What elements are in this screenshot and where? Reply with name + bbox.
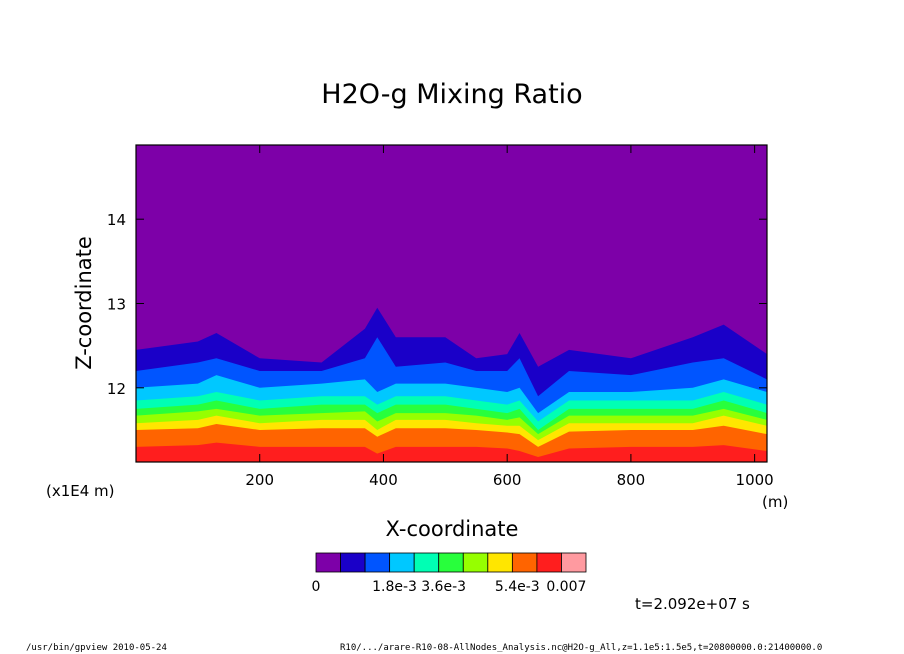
colorbar-label: 0.007	[546, 579, 586, 595]
colorbar-swatch	[511, 552, 538, 573]
colorbar-swatch	[413, 552, 440, 573]
y-tick-label: 13	[107, 296, 126, 314]
colorbar-swatch	[340, 552, 366, 573]
colorbar: 0 1.8e-3 3.6e-3 5.4e-3 0.007	[312, 552, 587, 595]
colorbar-swatch	[315, 552, 341, 573]
x-tick-label: 400	[369, 471, 398, 489]
x-axis-title: X-coordinate	[386, 517, 519, 541]
band-level-9	[136, 442, 767, 462]
y-tick-label: 14	[107, 211, 126, 229]
colorbar-swatch	[364, 552, 391, 573]
x-tick-label: 600	[493, 471, 522, 489]
axis-ticks: 200 400 600 800 1000 12 13 14	[107, 145, 774, 489]
colorbar-swatch	[561, 552, 587, 573]
x-tick-label: 200	[245, 471, 274, 489]
y-unit-label: (x1E4 m)	[46, 482, 115, 500]
colorbar-swatch	[536, 552, 562, 573]
colorbar-label: 1.8e-3	[372, 579, 417, 595]
colorbar-swatch	[487, 552, 513, 573]
footer-left: /usr/bin/gpview 2010-05-24	[26, 643, 167, 653]
y-axis-title: Z-coordinate	[72, 236, 96, 370]
x-tick-label: 1000	[736, 471, 774, 489]
colorbar-label: 3.6e-3	[421, 579, 466, 595]
x-tick-label: 800	[617, 471, 646, 489]
colorbar-swatch	[438, 552, 464, 573]
colorbar-label: 5.4e-3	[495, 579, 540, 595]
time-label: t=2.092e+07 s	[635, 595, 750, 613]
chart-title: H2O-g Mixing Ratio	[321, 79, 582, 110]
footer-right: R10/.../arare-R10-08-AllNodes_Analysis.n…	[340, 643, 822, 653]
y-tick-label: 12	[107, 380, 126, 398]
plot-area	[136, 145, 767, 462]
colorbar-swatch	[389, 552, 415, 573]
colorbar-swatch	[462, 552, 489, 573]
colorbar-label: 0	[312, 579, 321, 595]
x-unit-label: (m)	[762, 493, 788, 511]
